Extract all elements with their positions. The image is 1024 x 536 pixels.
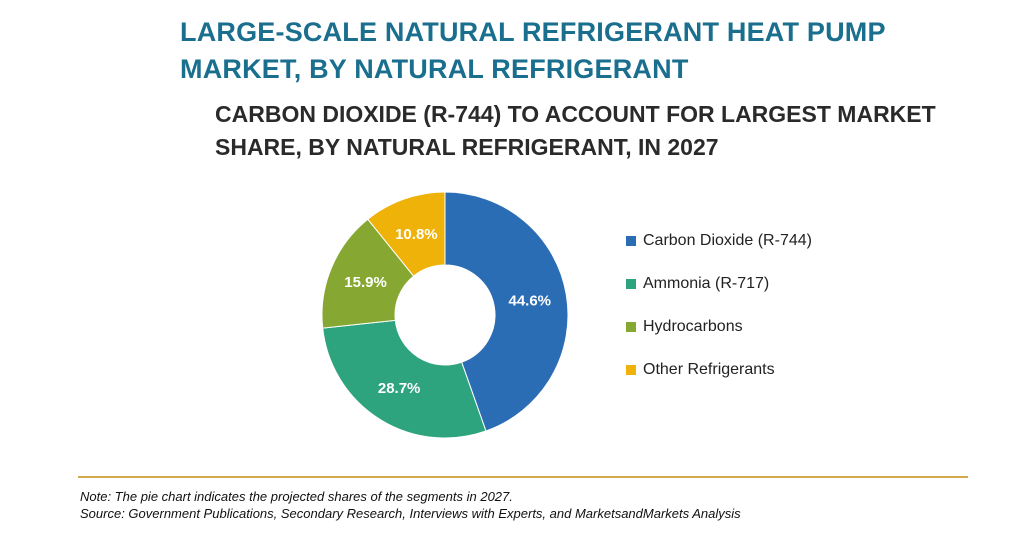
chart-subtitle: CARBON DIOXIDE (R-744) TO ACCOUNT FOR LA…	[215, 101, 936, 160]
footer-divider	[78, 476, 968, 478]
legend-item-2: Hydrocarbons	[626, 313, 812, 341]
legend-item-3: Other Refrigerants	[626, 356, 812, 384]
legend-label-0: Carbon Dioxide (R-744)	[643, 232, 812, 249]
legend-swatch-0	[626, 236, 636, 246]
legend-swatch-1	[626, 279, 636, 289]
legend-label-2: Hydrocarbons	[643, 318, 743, 335]
note-text: Note: The pie chart indicates the projec…	[80, 489, 513, 504]
chart-legend: Carbon Dioxide (R-744) Ammonia (R-717) Hyd…	[626, 227, 812, 399]
legend-swatch-3	[626, 365, 636, 375]
chart-notes: Note: The pie chart indicates the projec…	[80, 488, 741, 522]
slice-label-3: 10.8%	[395, 226, 438, 243]
slice-label-2: 15.9%	[344, 274, 387, 291]
legend-item-0: Carbon Dioxide (R-744)	[626, 227, 812, 255]
legend-item-1: Ammonia (R-717)	[626, 270, 812, 298]
legend-swatch-2	[626, 322, 636, 332]
legend-label-3: Other Refrigerants	[643, 361, 775, 378]
slice-3	[367, 191, 446, 277]
source-text: Source: Government Publications, Seconda…	[80, 506, 741, 521]
legend-label-1: Ammonia (R-717)	[643, 275, 770, 292]
slice-1	[322, 319, 487, 439]
slice-2	[321, 218, 415, 329]
slice-label-0: 44.6%	[508, 292, 551, 309]
slice-label-1: 28.7%	[378, 380, 421, 397]
chart-title: LARGE-SCALE NATURAL REFRIGERANT HEAT PUM…	[180, 17, 886, 84]
slice-0	[444, 191, 569, 432]
